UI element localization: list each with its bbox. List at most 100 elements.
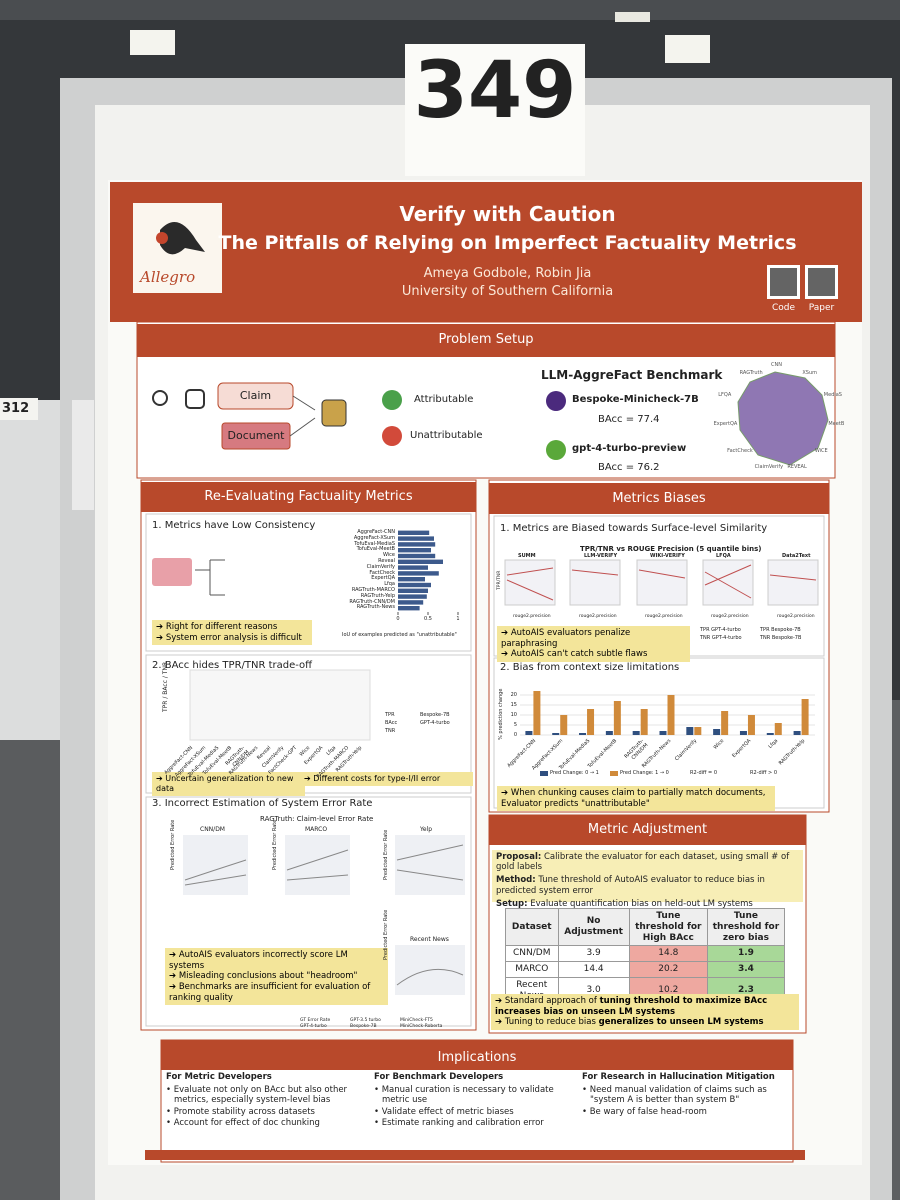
label: RAGTruth-Yelp — [360, 592, 395, 599]
table-cell: 14.8 — [628, 945, 708, 963]
note-text: Calibrate the evaluator for each dataset… — [496, 852, 790, 873]
item: Account for effect of doc chunking — [166, 1118, 366, 1128]
label: 0 — [396, 616, 400, 622]
column: For Benchmark Developers Manual curation … — [374, 1072, 574, 1129]
subsection-title: 3. Incorrect Estimation of System Error … — [152, 798, 373, 809]
bullet-text: Standard approach of — [504, 996, 600, 1006]
output: Unattributable — [410, 430, 483, 441]
bullet: AutoAIS evaluators incorrectly score LM … — [169, 950, 384, 971]
label: rouge2.precision — [513, 614, 551, 619]
label: 10 — [510, 712, 517, 718]
model-score: BAcc = 76.2 — [598, 462, 660, 473]
bullet: Uncertain generalization to new data — [156, 774, 301, 794]
section-heading: Metrics Biases — [612, 491, 706, 506]
label: rouge2.precision — [711, 614, 749, 619]
chart-title: RAGTruth: Claim-level Error Rate — [260, 815, 374, 823]
label: 20 — [510, 692, 517, 698]
label: TPR Bespoke-7B — [760, 627, 801, 633]
label: FactCheck — [727, 448, 753, 455]
label: FactCheck — [369, 569, 395, 576]
subsection-title: 2. BAcc hides TPR/TNR trade-off — [152, 660, 313, 671]
table-row: MARCO 14.4 20.2 3.4 — [505, 961, 786, 978]
label: Bespoke-7B — [420, 712, 450, 718]
label: rouge2.precision — [645, 614, 683, 619]
label: Recent News — [410, 936, 449, 943]
bullet: When chunking causes claim to partially … — [501, 788, 771, 809]
label: GPT-4-turbo — [420, 720, 450, 726]
label: rouge2.precision — [777, 614, 815, 619]
label: R2-diff > 0 — [750, 770, 778, 776]
table-cell: 3.9 — [557, 945, 630, 963]
item: Promote stability across datasets — [166, 1107, 366, 1117]
table-cell: 14.4 — [557, 961, 630, 978]
bullet-bold: generalizes to unseen LM systems — [598, 1017, 764, 1028]
note-label: Proposal: — [496, 852, 542, 862]
affiliation: University of Southern California — [401, 284, 614, 299]
item: Evaluate not only on BAcc but also other… — [166, 1085, 366, 1105]
neighbor-number: 312 — [2, 401, 30, 416]
note-label: Method: — [496, 875, 536, 886]
label: ClaimVerify — [754, 463, 784, 470]
column: For Metric Developers Evaluate not only o… — [166, 1072, 366, 1129]
label: TPR — [385, 712, 395, 718]
qr-label: Code — [771, 303, 796, 313]
label: LLM-VERIFY — [584, 553, 618, 559]
model-name: gpt-4-turbo-preview — [572, 443, 687, 454]
label: Lfqa — [384, 581, 395, 588]
label: RAGTruth-CNN/DM — [349, 598, 395, 605]
label: TNR Bespoke-7B — [760, 635, 802, 641]
header-cell: Tune threshold for zero bias — [706, 907, 786, 947]
logo: Allegro — [140, 268, 196, 286]
qr-label: Paper — [808, 303, 835, 313]
item: Validate effect of metric biases — [374, 1107, 574, 1117]
table-row: CNN/DM 3.9 14.8 1.9 — [505, 945, 786, 963]
item: Estimate ranking and calibration error — [374, 1118, 574, 1128]
bullets: When chunking causes claim to partially … — [497, 786, 775, 812]
subsection-title: 1. Metrics are Biased towards Surface-le… — [500, 523, 768, 534]
label: IoU of examples predicted as "unattribut… — [342, 632, 457, 638]
section-heading: Problem Setup — [438, 332, 534, 347]
note-label: Setup: — [496, 898, 528, 909]
item: Be wary of false head-room — [582, 1107, 782, 1117]
bullet-bold: tuning threshold to maximize BAcc increa… — [495, 996, 768, 1017]
bullet: Tuning to reduce bias generalizes to uns… — [495, 1017, 795, 1028]
column: For Research in Hallucination Mitigation… — [582, 1072, 782, 1118]
output: Attributable — [414, 394, 474, 405]
label: TPR GPT-4-turbo — [700, 627, 741, 633]
bullets: Standard approach of tuning threshold to… — [491, 994, 799, 1030]
title: Verify with Caution — [399, 202, 616, 226]
label: 0.5 — [424, 616, 432, 622]
label: MediaS — [823, 392, 842, 399]
section-heading: Metric Adjustment — [587, 822, 708, 837]
label: SUMM — [518, 553, 536, 559]
label: AggreFact-XSum — [353, 534, 395, 541]
bullet: AutoAIS can't catch subtle flaws — [501, 649, 686, 660]
note-text: Evaluate quantification bias on held-out… — [530, 898, 753, 909]
label: TNR — [385, 728, 396, 734]
label: Pred Change: 1 → 0 — [620, 770, 669, 776]
label: GT Error Rate — [300, 1018, 331, 1023]
bullet: Different costs for type-I/II error — [304, 774, 469, 784]
label: LFQA — [716, 553, 731, 559]
label: RAGTruth-MARCO — [351, 587, 395, 593]
label: MiniCheck-Roberta — [400, 1024, 443, 1029]
header-row: Dataset No Adjustment Tune threshold for H… — [505, 907, 786, 947]
item: Manual curation is necessary to validate… — [374, 1085, 574, 1105]
label: CNN/DM — [200, 826, 225, 833]
section-heading: Re-Evaluating Factuality Metrics — [204, 489, 413, 504]
label: Reveal — [378, 558, 395, 564]
input-claim: Claim — [239, 389, 272, 402]
model-score: BAcc = 77.4 — [598, 414, 660, 425]
bullets: Different costs for type-I/II error — [300, 772, 473, 786]
label: WIKI-VERIFY — [650, 553, 685, 559]
y-label: TPR / BAcc / TNR — [162, 661, 169, 712]
model-name: Bespoke-Minicheck-7B — [572, 394, 699, 405]
label: 1 — [456, 616, 460, 622]
label: Yelp — [420, 826, 433, 833]
booth-number: 349 — [413, 46, 577, 136]
bullet: Right for different reasons — [156, 622, 308, 633]
benchmark-title: LLM-AggreFact Benchmark — [541, 368, 723, 382]
label: Data2Text — [782, 553, 811, 559]
label: WiCE — [814, 448, 828, 455]
label: GPT-3.5 turbo — [350, 1018, 381, 1023]
